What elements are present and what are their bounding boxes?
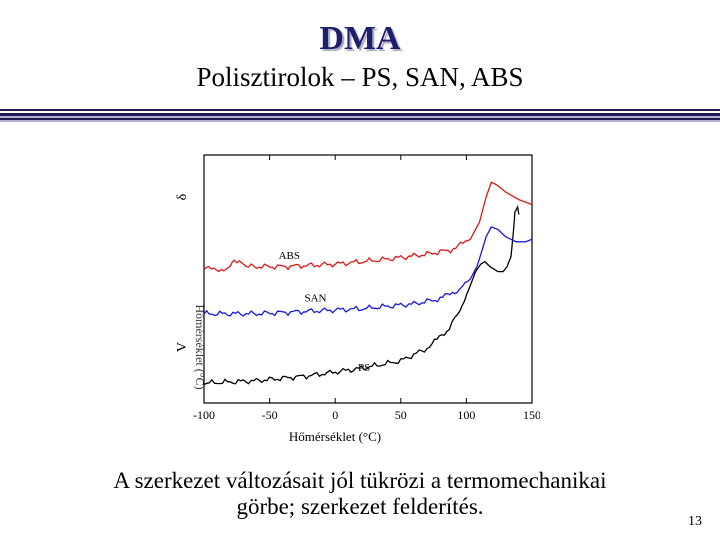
- x-tick-label: 150: [523, 408, 540, 422]
- series-label-san: SAN: [305, 292, 327, 304]
- title-divider: [0, 109, 720, 122]
- dma-chart: PS SAN ABS -100 -50 0 50 100 150 Hőmérséklet (°…: [175, 154, 540, 444]
- series-label-abs: ABS: [279, 250, 300, 262]
- caption: A szerkezet változásait jól tükrözi a te…: [30, 468, 690, 520]
- slide-subtitle: Polisztirolok – PS, SAN, ABS: [196, 62, 524, 92]
- caption-line-1: A szerkezet változásait jól tükrözi a te…: [113, 468, 607, 493]
- y-axis-label-volume: V: [175, 342, 190, 352]
- x-tick-label: 100: [457, 408, 475, 422]
- y-axis-label-delta: δ: [175, 193, 190, 200]
- series-line-abs: [203, 181, 533, 273]
- slide-title: DMA: [319, 20, 401, 57]
- caption-line-2: görbe; szerkezet felderítés.: [236, 494, 484, 519]
- x-tick-label: -50: [262, 408, 278, 422]
- x-tick-label: 50: [395, 408, 407, 422]
- plot-area: [203, 154, 533, 404]
- x-tick-label: 0: [332, 408, 338, 422]
- x-tick-label: -100: [193, 408, 215, 422]
- series-line-ps: [203, 205, 520, 386]
- y-axis-label-rotated: Hőmérséklet (°C): [193, 304, 207, 389]
- series-label-ps: PS: [358, 362, 370, 374]
- x-axis-label: Hőmérséklet (°C): [289, 429, 381, 444]
- page-number: 13: [688, 514, 702, 529]
- series-line-san: [203, 226, 533, 317]
